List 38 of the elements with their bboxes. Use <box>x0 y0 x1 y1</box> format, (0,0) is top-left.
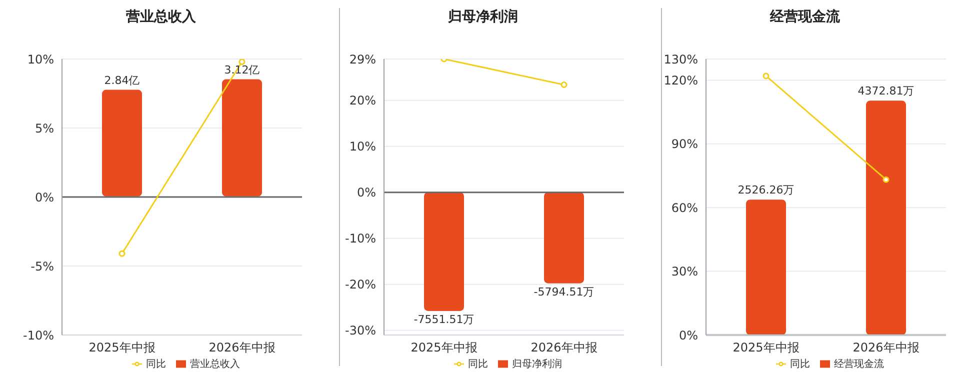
y-tick-label: 0% <box>678 328 698 342</box>
y-tick-label: 130% <box>664 52 698 66</box>
chart-title: 经营现金流 <box>768 8 841 26</box>
y-tick-label: 120% <box>664 73 698 88</box>
x-tick-label: 2025年中报 <box>410 340 478 355</box>
chart-title: 归母净利润 <box>447 8 519 26</box>
y-tick-label: 20% <box>349 94 376 108</box>
y-tick-label: 5% <box>34 121 54 136</box>
legend-label: 归母净利润 <box>512 359 562 370</box>
data-label: 2.84亿 <box>104 74 140 87</box>
legend-label: 营业总收入 <box>190 359 240 370</box>
x-tick-label: 2026年中报 <box>208 340 276 355</box>
y-tick-label: -20% <box>344 278 376 292</box>
data-label: -5794.51万 <box>534 285 594 298</box>
y-tick-label: 10% <box>349 140 376 154</box>
data-label: 4372.81万 <box>858 84 914 98</box>
chart-title: 营业总收入 <box>125 8 197 26</box>
y-tick-label: 30% <box>671 264 698 279</box>
x-tick-label: 2026年中报 <box>852 340 920 355</box>
y-tick-label: 10% <box>27 52 54 66</box>
y-tick-label: -5% <box>30 259 54 274</box>
data-label: 2526.26万 <box>738 184 794 197</box>
legend-label: 同比 <box>468 359 488 370</box>
y-tick-label: 0% <box>34 190 54 204</box>
legend-label: 同比 <box>790 359 810 370</box>
legend-label: 同比 <box>146 359 166 370</box>
y-tick-label: 0% <box>356 186 376 200</box>
y-tick-label: 60% <box>671 200 698 215</box>
y-tick-label: 90% <box>671 137 698 152</box>
y-tick-label: 29% <box>349 52 376 66</box>
x-tick-label: 2025年中报 <box>88 340 156 355</box>
y-tick-label: -30% <box>344 324 376 338</box>
legend-label: 经营现金流 <box>834 359 884 370</box>
y-tick-label: -10% <box>344 232 376 246</box>
y-tick-label: -10% <box>22 328 54 342</box>
x-tick-label: 2026年中报 <box>530 340 598 355</box>
x-tick-label: 2025年中报 <box>732 340 800 355</box>
data-label: -7551.51万 <box>414 312 474 326</box>
